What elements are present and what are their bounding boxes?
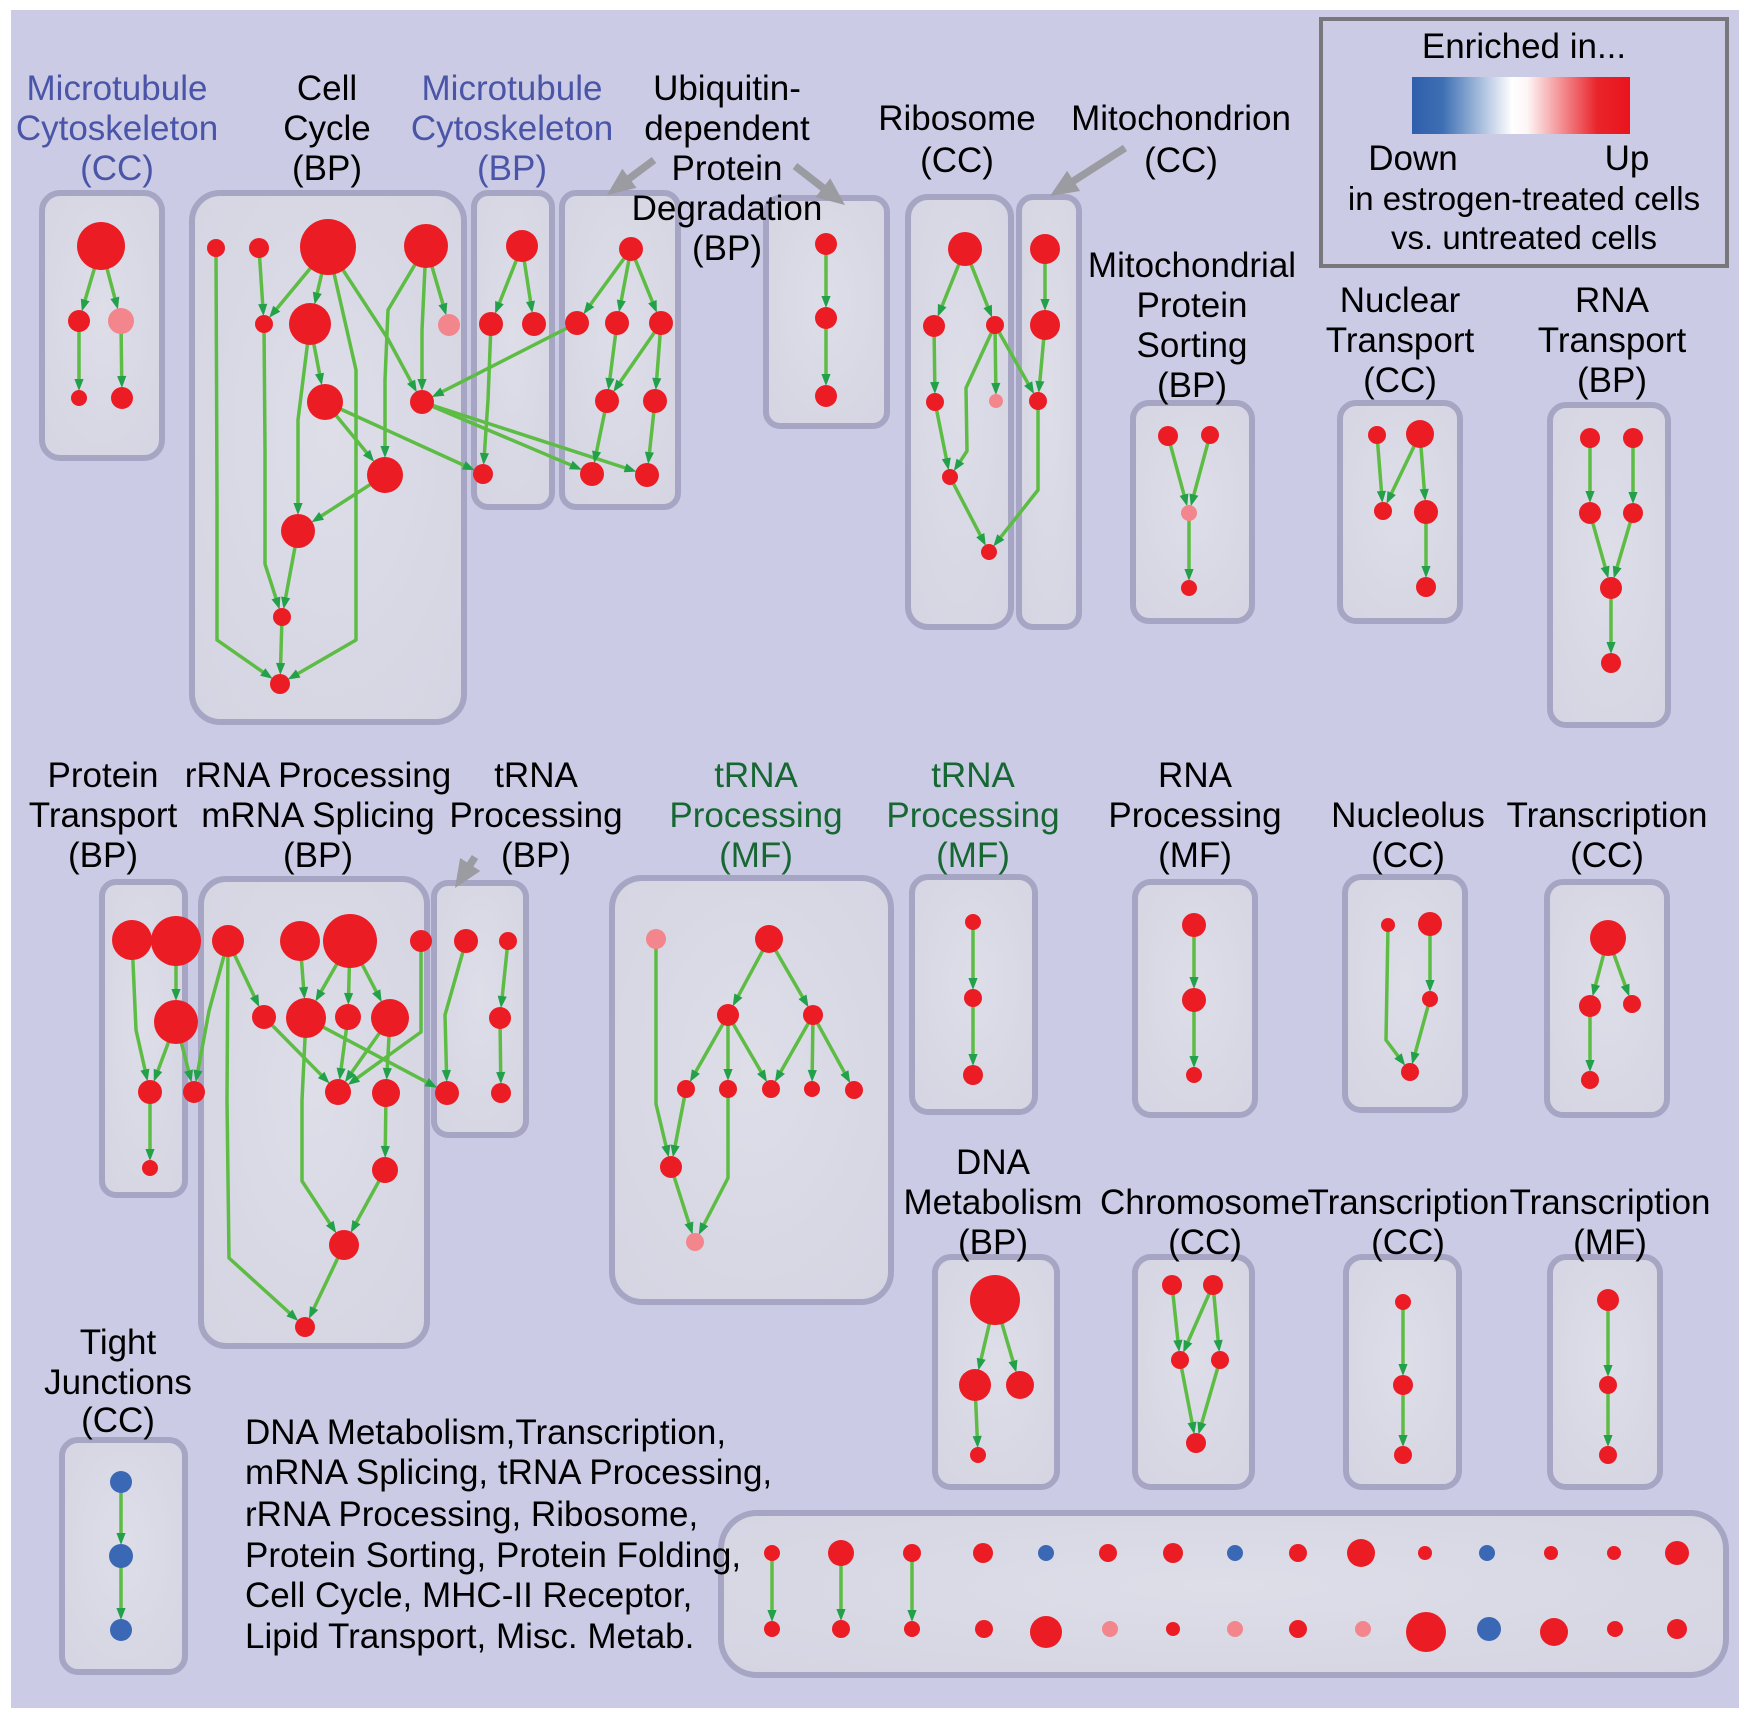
svg-text:rRNA Processing, Ribosome,: rRNA Processing, Ribosome, <box>245 1495 698 1534</box>
svg-text:Tight: Tight <box>80 1323 157 1362</box>
svg-text:RNA: RNA <box>1158 756 1233 795</box>
svg-text:(BP): (BP) <box>958 1223 1028 1262</box>
svg-text:(BP): (BP) <box>68 836 138 875</box>
svg-text:(BP): (BP) <box>283 836 353 875</box>
svg-text:(BP): (BP) <box>1577 361 1647 400</box>
svg-text:Mitochondrion: Mitochondrion <box>1071 99 1291 138</box>
svg-text:tRNA: tRNA <box>494 756 578 795</box>
svg-text:(BP): (BP) <box>1157 366 1227 405</box>
svg-text:Transport: Transport <box>1326 321 1475 360</box>
svg-text:(MF): (MF) <box>1158 836 1232 875</box>
svg-text:Transcription: Transcription <box>1308 1183 1509 1222</box>
svg-text:Degradation: Degradation <box>632 189 823 228</box>
svg-text:Processing: Processing <box>449 796 622 835</box>
svg-text:dependent: dependent <box>644 109 810 148</box>
svg-text:Ubiquitin-: Ubiquitin- <box>653 69 801 108</box>
svg-text:tRNA: tRNA <box>931 756 1015 795</box>
svg-text:Nucleolus: Nucleolus <box>1331 796 1485 835</box>
svg-text:(CC): (CC) <box>1144 141 1218 180</box>
svg-text:(BP): (BP) <box>477 149 547 188</box>
svg-text:Down: Down <box>1368 139 1457 178</box>
svg-text:Microtubule: Microtubule <box>422 69 603 108</box>
svg-text:Sorting: Sorting <box>1137 326 1248 365</box>
svg-text:Lipid Transport, Misc. Metab.: Lipid Transport, Misc. Metab. <box>245 1617 694 1656</box>
svg-text:(CC): (CC) <box>1168 1223 1242 1262</box>
svg-text:(CC): (CC) <box>1371 836 1445 875</box>
svg-text:Processing: Processing <box>1108 796 1281 835</box>
svg-text:Metabolism: Metabolism <box>904 1183 1083 1222</box>
svg-text:(CC): (CC) <box>1371 1223 1445 1262</box>
svg-text:RNA: RNA <box>1575 281 1650 320</box>
svg-text:vs. untreated cells: vs. untreated cells <box>1391 219 1657 256</box>
svg-text:Cell: Cell <box>297 69 357 108</box>
svg-text:(CC): (CC) <box>1570 836 1644 875</box>
svg-text:DNA Metabolism,Transcription,: DNA Metabolism,Transcription, <box>245 1413 726 1452</box>
svg-text:Cytoskeleton: Cytoskeleton <box>411 109 613 148</box>
svg-text:(CC): (CC) <box>920 141 994 180</box>
svg-text:Cytoskeleton: Cytoskeleton <box>16 109 218 148</box>
svg-text:Transcription: Transcription <box>1507 796 1708 835</box>
svg-text:Transcription: Transcription <box>1510 1183 1711 1222</box>
svg-text:Cell Cycle, MHC-II Receptor,: Cell Cycle, MHC-II Receptor, <box>245 1576 692 1615</box>
svg-text:mRNA Splicing, tRNA Processing: mRNA Splicing, tRNA Processing, <box>245 1453 772 1492</box>
svg-text:Transport: Transport <box>29 796 178 835</box>
svg-text:Transport: Transport <box>1538 321 1687 360</box>
svg-text:in estrogen-treated cells: in estrogen-treated cells <box>1348 180 1700 217</box>
svg-text:(CC): (CC) <box>1363 361 1437 400</box>
svg-text:Protein: Protein <box>48 756 159 795</box>
svg-text:(BP): (BP) <box>501 836 571 875</box>
svg-text:Junctions: Junctions <box>44 1363 192 1402</box>
svg-text:Microtubule: Microtubule <box>27 69 208 108</box>
svg-text:(CC): (CC) <box>81 1401 155 1440</box>
svg-text:DNA: DNA <box>956 1143 1031 1182</box>
svg-text:Mitochondrial: Mitochondrial <box>1088 246 1296 285</box>
svg-text:Cycle: Cycle <box>283 109 371 148</box>
svg-text:(MF): (MF) <box>936 836 1010 875</box>
svg-text:(BP): (BP) <box>692 229 762 268</box>
svg-text:Protein: Protein <box>672 149 783 188</box>
svg-text:Protein: Protein <box>1137 286 1248 325</box>
svg-text:Processing: Processing <box>669 796 842 835</box>
svg-text:Enriched in...: Enriched in... <box>1422 27 1626 66</box>
svg-text:Chromosome: Chromosome <box>1100 1183 1310 1222</box>
svg-text:(BP): (BP) <box>292 149 362 188</box>
svg-text:Up: Up <box>1605 139 1650 178</box>
svg-text:(CC): (CC) <box>80 149 154 188</box>
svg-text:rRNA Processing: rRNA Processing <box>185 756 451 795</box>
svg-text:tRNA: tRNA <box>714 756 798 795</box>
svg-text:Protein Sorting, Protein Foldi: Protein Sorting, Protein Folding, <box>245 1536 741 1575</box>
svg-text:Processing: Processing <box>886 796 1059 835</box>
svg-text:Ribosome: Ribosome <box>878 99 1036 138</box>
svg-text:mRNA Splicing: mRNA Splicing <box>201 796 434 835</box>
svg-text:Nuclear: Nuclear <box>1340 281 1461 320</box>
svg-text:(MF): (MF) <box>1573 1223 1647 1262</box>
svg-text:(MF): (MF) <box>719 836 793 875</box>
